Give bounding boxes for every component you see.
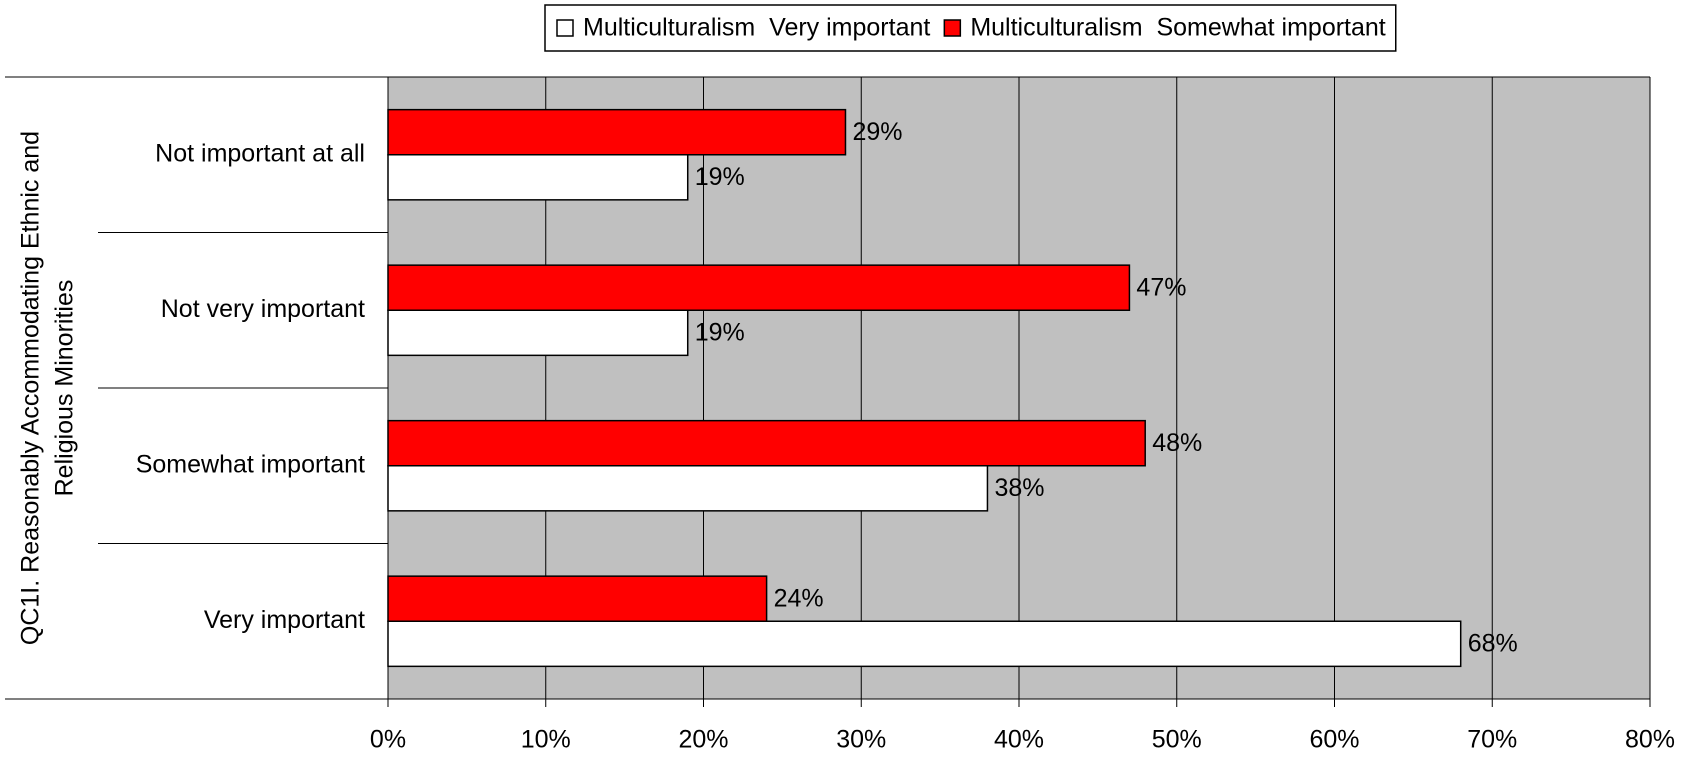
x-tick-label: 30%	[836, 726, 886, 754]
x-tick-label: 70%	[1467, 726, 1517, 754]
y-axis-title: QC1I. Reasonably Accommodating Ethnic an…	[17, 131, 79, 645]
data-label: 48%	[1152, 429, 1202, 457]
data-label: 68%	[1468, 629, 1518, 657]
x-tick-label: 80%	[1625, 726, 1675, 754]
data-label: 24%	[774, 584, 824, 612]
bar	[387, 309, 689, 357]
legend-swatch	[943, 19, 962, 37]
legend-label: Multiculturalism Somewhat important	[970, 14, 1385, 42]
bar	[387, 419, 1146, 467]
data-label: 38%	[994, 474, 1044, 502]
legend-swatch	[556, 19, 574, 37]
y-tick-label: Very important	[204, 606, 365, 634]
y-tick-label: Somewhat important	[136, 450, 365, 478]
data-label: 19%	[695, 318, 745, 346]
y-axis-title-line: Religious Minorities	[51, 280, 79, 497]
bar	[387, 264, 1131, 311]
x-tick-label: 20%	[678, 726, 728, 754]
legend-label: Multiculturalism Very important	[583, 14, 930, 42]
y-axis-title-line: QC1I. Reasonably Accommodating Ethnic an…	[17, 131, 45, 645]
legend-box	[544, 4, 1397, 52]
bar	[387, 575, 768, 623]
bar	[387, 620, 1462, 668]
y-tick-label: Not very important	[161, 295, 365, 323]
data-label: 19%	[695, 163, 745, 191]
x-tick-label: 40%	[994, 726, 1044, 754]
data-label: 29%	[852, 118, 902, 146]
x-tick-label: 50%	[1152, 726, 1202, 754]
bar	[387, 465, 989, 512]
x-tick-label: 0%	[370, 726, 406, 754]
x-tick-label: 10%	[521, 726, 571, 754]
data-label: 47%	[1136, 273, 1186, 301]
y-tick-label: Not important at all	[155, 139, 365, 167]
bar	[387, 154, 689, 201]
bar	[387, 108, 847, 156]
x-tick-label: 60%	[1309, 726, 1359, 754]
